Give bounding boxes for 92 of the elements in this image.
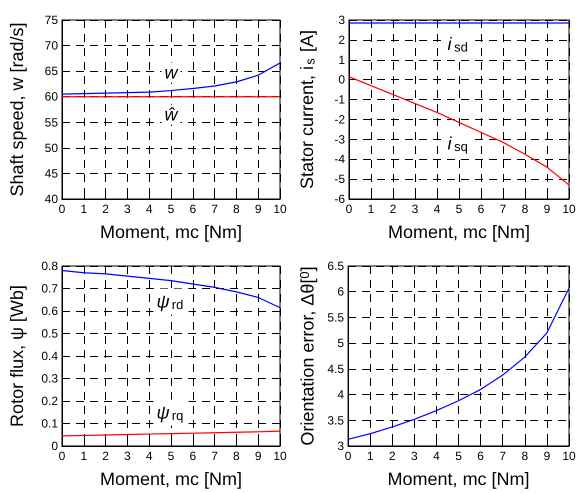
y-tick-label: 4.5 <box>327 362 344 376</box>
y-tick-label: 50 <box>44 140 58 155</box>
y-tick-label: 0.1 <box>41 416 58 430</box>
x-tick-label: 7 <box>211 449 218 463</box>
y-tick-label: 0.3 <box>41 372 58 386</box>
y-tick-label: 75 <box>44 13 58 27</box>
y-tick-label: 70 <box>44 38 58 53</box>
y-tick-label: 0.8 <box>41 259 58 273</box>
y-axis-title: Orientation error, Δθ[0] <box>297 266 318 446</box>
x-tick-label: 4 <box>146 202 153 216</box>
series-label: ψrq <box>156 402 184 424</box>
y-tick-label: 60 <box>44 90 58 104</box>
y-axis-title: Stator current, is [A] <box>297 30 318 190</box>
y-tick-label: -1 <box>334 92 346 107</box>
x-tick-label: 3 <box>411 449 418 463</box>
y-tick-label: 0 <box>51 439 58 453</box>
x-tick-label: 2 <box>102 202 110 216</box>
x-axis-title: Moment, mc [Nm] <box>388 222 530 242</box>
series-label: ŵ <box>164 104 178 125</box>
x-axis-title: Moment, mc [Nm] <box>388 469 530 489</box>
y-tick-label: 55 <box>44 115 58 130</box>
x-tick-label: 10 <box>273 449 287 463</box>
line-series <box>348 76 570 186</box>
x-tick-label: 9 <box>544 449 551 463</box>
x-tick-label: 7 <box>211 202 218 216</box>
x-tick-label: 4 <box>433 449 440 463</box>
series-label: isd <box>447 34 468 54</box>
x-axis-title: Moment, mc [Nm] <box>100 222 242 242</box>
x-axis-title: Moment, mc [Nm] <box>100 469 242 489</box>
x-tick-label: 10 <box>562 202 576 216</box>
x-tick-label: 1 <box>368 202 375 216</box>
y-tick-label: -4 <box>334 152 346 166</box>
y-tick-label: 5.5 <box>327 310 344 324</box>
x-tick-label: 2 <box>102 449 110 463</box>
x-tick-label: 10 <box>562 449 576 463</box>
y-tick-label: 5 <box>337 336 344 350</box>
x-tick-label: 2 <box>390 202 397 216</box>
x-tick-label: 4 <box>146 449 153 463</box>
y-tick-label: 6 <box>337 284 344 299</box>
y-tick-label: 65 <box>44 64 58 78</box>
x-tick-label: 1 <box>366 449 374 463</box>
y-tick-label: 3 <box>337 439 344 453</box>
x-tick-label: 3 <box>412 202 419 216</box>
y-axis-title: Rotor flux, ψ [Wb] <box>7 285 27 427</box>
series-label: ψrd <box>156 292 184 312</box>
x-tick-label: 5 <box>456 202 463 216</box>
y-axis-title: Shaft speed, w [rad/s] <box>7 22 27 197</box>
y-tick-label: 0.6 <box>41 304 58 318</box>
x-tick-label: 5 <box>168 202 175 216</box>
line-series <box>61 62 281 95</box>
x-tick-label: 3 <box>124 202 132 216</box>
x-tick-label: 9 <box>544 202 551 216</box>
y-tick-label: 4 <box>337 388 344 402</box>
x-tick-label: 9 <box>254 449 262 463</box>
x-tick-label: 6 <box>477 449 484 463</box>
x-tick-label: 3 <box>124 449 132 463</box>
x-tick-label: 4 <box>434 202 441 216</box>
y-tick-label: -5 <box>334 172 346 186</box>
y-tick-label: 0.7 <box>41 282 58 296</box>
y-tick-label: 0.4 <box>41 349 58 363</box>
y-tick-label: 0.2 <box>41 394 58 408</box>
x-tick-label: 10 <box>273 202 287 216</box>
y-tick-label: 3.5 <box>327 413 344 428</box>
x-tick-label: 1 <box>80 202 88 216</box>
y-tick-label: 1 <box>338 52 346 67</box>
x-tick-label: 5 <box>455 449 462 463</box>
x-tick-label: 8 <box>233 202 240 216</box>
y-tick-label: 6.5 <box>327 259 344 273</box>
x-tick-label: 8 <box>522 202 529 216</box>
series-label: w <box>164 62 178 83</box>
x-tick-label: 1 <box>80 449 88 463</box>
line-series <box>347 288 570 440</box>
y-tick-label: -3 <box>334 132 346 146</box>
x-tick-label: 5 <box>168 449 175 463</box>
y-tick-label: -2 <box>334 112 346 126</box>
x-tick-label: 8 <box>233 449 240 463</box>
x-tick-label: 6 <box>189 449 196 463</box>
y-tick-label: 40 <box>44 192 58 206</box>
y-tick-label: 0.5 <box>41 326 58 340</box>
y-tick-label: 0 <box>338 72 346 87</box>
x-tick-label: 7 <box>500 202 507 216</box>
x-tick-label: 9 <box>254 202 262 216</box>
x-tick-label: 8 <box>521 449 528 463</box>
x-tick-label: 7 <box>499 449 506 463</box>
y-tick-label: 2 <box>338 32 346 47</box>
y-tick-label: 3 <box>338 13 346 27</box>
x-tick-label: 6 <box>478 202 485 216</box>
x-tick-label: 6 <box>189 202 196 216</box>
series-label: isq <box>447 133 468 154</box>
y-tick-label: 45 <box>44 166 58 180</box>
y-tick-label: -6 <box>334 192 346 206</box>
x-tick-label: 2 <box>388 449 396 463</box>
